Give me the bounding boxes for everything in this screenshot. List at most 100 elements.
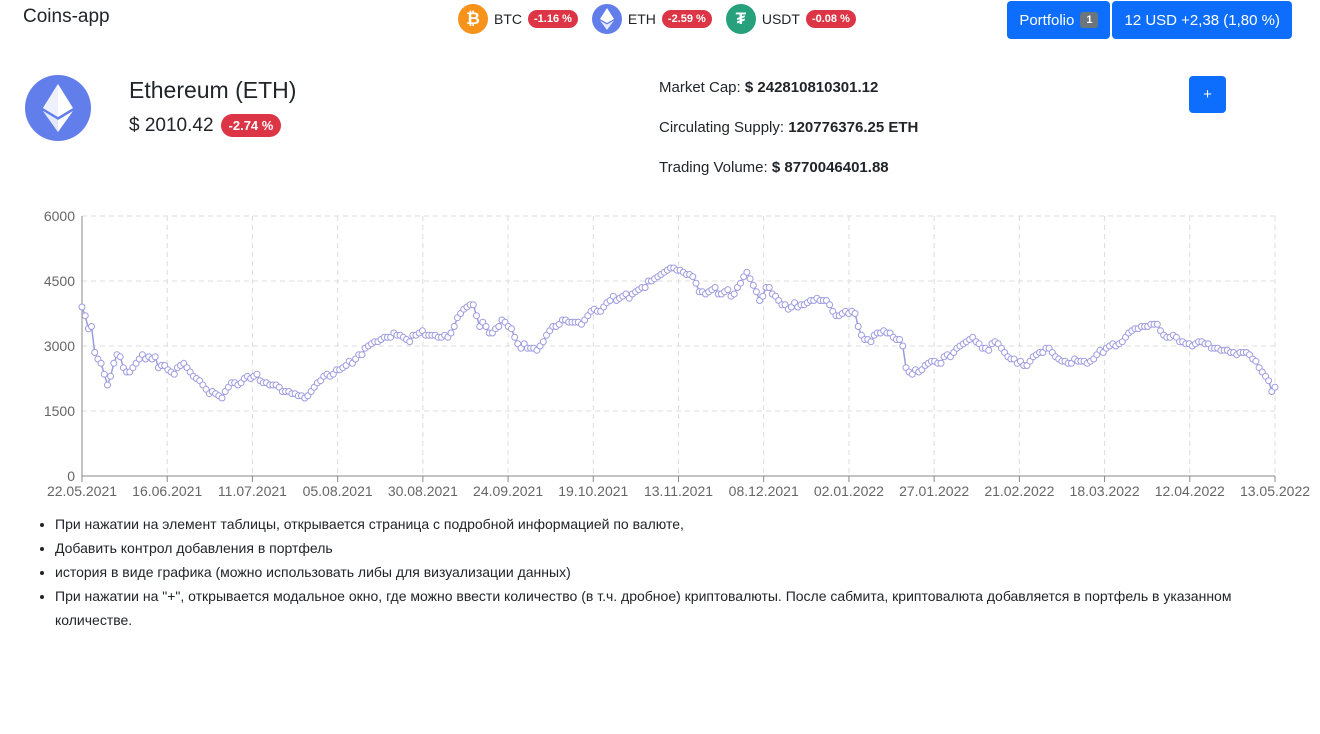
data-point [1252, 357, 1260, 365]
coin-change-badge: -2.74 % [220, 114, 282, 137]
data-point [88, 323, 95, 330]
data-point [78, 303, 86, 311]
list-item: Добавить контрол добавления в портфель [55, 536, 1255, 560]
supply-value: 120776376.25 ETH [788, 119, 919, 136]
change-badge: -1.16 % [528, 10, 578, 28]
volume-value: $ 8770046401.88 [771, 159, 889, 176]
ticker-symbol: BTC [494, 11, 522, 27]
data-point [724, 286, 732, 294]
data-point [450, 323, 458, 330]
data-point [759, 292, 767, 300]
volume-label: Trading Volume: [659, 159, 768, 176]
data-point [447, 329, 455, 337]
change-badge: -2.59 % [661, 10, 712, 28]
data-point [746, 275, 754, 283]
ethereum-icon [591, 4, 622, 34]
x-tick-label: 08.12.2021 [729, 483, 799, 499]
data-point [752, 288, 760, 296]
change-badge: -0.08 % [805, 10, 856, 28]
data-point [151, 353, 159, 361]
data-point [508, 325, 515, 333]
balance-button[interactable]: 12 USD +2,38 (1,80 %) [1112, 1, 1292, 39]
trading-volume: Trading Volume: $ 8770046401.88 [659, 159, 918, 199]
price-ticker: ₿ BTC -1.16 % ETH -2.59 % ₮ USDT -0.08 % [458, 4, 862, 34]
ticker-item-btc[interactable]: ₿ BTC -1.16 % [458, 4, 578, 34]
data-point [100, 370, 108, 378]
data-point [826, 301, 834, 309]
x-tick-label: 02.01.2022 [814, 483, 884, 499]
coin-title: Ethereum (ETH) [129, 77, 297, 103]
ethereum-icon [25, 75, 91, 141]
portfolio-label: Portfolio [1019, 11, 1075, 29]
y-tick-label: 6000 [44, 208, 75, 224]
data-point [765, 284, 773, 291]
ticker-symbol: ETH [627, 11, 656, 27]
supply-label: Circulating Supply: [659, 119, 785, 136]
data-point [737, 279, 744, 287]
list-item: история в виде графика (можно использова… [55, 560, 1255, 584]
data-point [482, 323, 490, 330]
market-cap: Market Cap: $ 242810810301.12 [659, 79, 918, 119]
ticker-item-usdt[interactable]: ₮ USDT -0.08 % [725, 4, 856, 34]
data-point [899, 342, 907, 350]
market-cap-value: $ 242810810301.12 [744, 79, 879, 96]
price-history-chart: 0 1500 3000 4500 6000 22.05.2021 16.06.2021 11.… [44, 208, 1310, 499]
data-point [1271, 383, 1279, 391]
add-to-portfolio-button[interactable]: + [1189, 76, 1226, 113]
data-point [81, 312, 89, 320]
list-item: При нажатии на элемент таблицы, открывае… [55, 512, 1255, 536]
data-point [116, 353, 124, 361]
ticker-item-eth[interactable]: ETH -2.59 % [591, 4, 712, 34]
portfolio-count-badge: 1 [1080, 12, 1099, 28]
bitcoin-icon: ₿ [458, 4, 488, 34]
portfolio-button[interactable]: Portfolio 1 [1007, 1, 1111, 39]
header-actions: Portfolio 1 12 USD +2,38 (1,80 %) [1007, 1, 1292, 39]
x-tick-label: 19.10.2021 [558, 483, 628, 499]
data-point [985, 346, 993, 354]
x-tick-label: 11.07.2021 [218, 483, 287, 499]
data-point [937, 359, 945, 367]
data-point [1153, 320, 1161, 328]
data-point [97, 359, 105, 367]
data-point [689, 273, 697, 281]
data-point [110, 359, 118, 367]
data-point [469, 301, 477, 309]
list-item: При нажатии на "+", открывается модально… [55, 584, 1255, 632]
data-point [711, 284, 719, 291]
data-point [91, 349, 99, 356]
data-point [495, 323, 503, 330]
app-title[interactable]: Coins-app [23, 6, 110, 27]
data-point [851, 310, 859, 317]
data-point [218, 394, 226, 402]
x-tick-label: 13.05.2022 [1240, 483, 1310, 499]
x-tick-label: 30.08.2021 [388, 483, 458, 499]
data-point [539, 338, 547, 346]
market-cap-label: Market Cap: [659, 79, 741, 96]
data-point [730, 290, 738, 298]
notes-list: При нажатии на элемент таблицы, открывае… [37, 512, 1255, 632]
data-point [170, 370, 178, 378]
x-tick-label: 13.11.2021 [644, 483, 713, 499]
data-point [854, 323, 862, 330]
data-point [692, 279, 700, 287]
data-point [253, 370, 261, 378]
ticker-symbol: USDT [761, 11, 800, 27]
x-tick-label: 05.08.2021 [303, 483, 373, 499]
x-tick-label: 27.01.2022 [899, 483, 969, 499]
price-row: $ 2010.42 -2.74 % [129, 114, 282, 137]
data-point [104, 381, 111, 389]
x-tick-label: 24.09.2021 [473, 483, 543, 499]
data-point [641, 284, 649, 291]
x-tick-label: 22.05.2021 [47, 483, 117, 499]
data-point [107, 372, 115, 380]
data-point [896, 336, 904, 343]
x-tick-label: 12.04.2022 [1155, 483, 1225, 499]
data-point [743, 268, 751, 276]
y-tick-label: 1500 [44, 403, 75, 419]
x-tick-label: 16.06.2021 [132, 483, 202, 499]
data-point [1265, 377, 1273, 385]
coin-stats: Market Cap: $ 242810810301.12 Circulatin… [659, 79, 918, 199]
data-point [867, 338, 875, 346]
data-point [749, 281, 757, 289]
data-point [511, 333, 519, 341]
